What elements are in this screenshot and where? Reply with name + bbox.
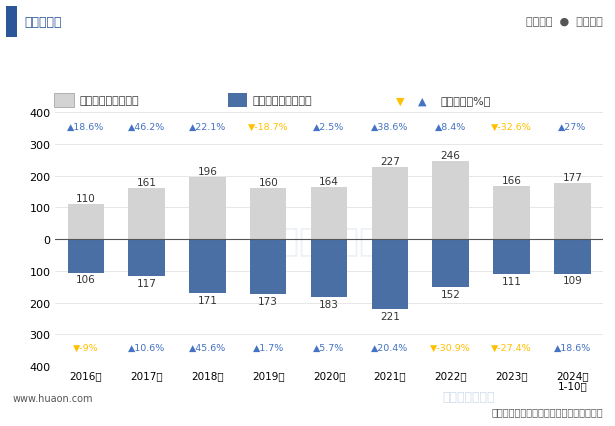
Text: 110: 110: [76, 193, 96, 204]
Text: 华经产业研究院: 华经产业研究院: [259, 223, 399, 256]
Text: ▼-32.6%: ▼-32.6%: [491, 122, 532, 131]
Text: ▲1.7%: ▲1.7%: [253, 343, 284, 352]
Text: 109: 109: [562, 276, 582, 286]
Text: 166: 166: [502, 176, 522, 186]
Bar: [371, 168, 408, 239]
Bar: [54, 94, 74, 108]
Bar: [432, 239, 469, 288]
Bar: [68, 239, 104, 273]
Text: 专业严谨  ●  客观科学: 专业严谨 ● 客观科学: [526, 17, 603, 27]
Text: 出口总额（亿美元）: 出口总额（亿美元）: [79, 96, 139, 106]
Bar: [493, 239, 530, 275]
Text: 111: 111: [502, 276, 522, 286]
Text: 152: 152: [441, 289, 461, 299]
Text: ▲45.6%: ▲45.6%: [189, 343, 226, 352]
Text: ▲8.4%: ▲8.4%: [435, 122, 466, 131]
Text: ▲2.5%: ▲2.5%: [314, 122, 344, 131]
Bar: [228, 94, 247, 108]
Text: ▲10.6%: ▲10.6%: [128, 343, 165, 352]
Text: 177: 177: [562, 172, 582, 182]
Bar: [554, 184, 590, 239]
Bar: [189, 239, 226, 294]
Text: 106: 106: [76, 275, 96, 285]
Text: 160: 160: [258, 178, 278, 188]
Text: 2016-2024年10月陕西省外商投资企业进、出口额: 2016-2024年10月陕西省外商投资企业进、出口额: [155, 58, 460, 76]
Text: ▲18.6%: ▲18.6%: [67, 122, 105, 131]
Bar: [311, 188, 347, 239]
Text: ▼-30.9%: ▼-30.9%: [430, 343, 471, 352]
Text: ▼-9%: ▼-9%: [73, 343, 98, 352]
Text: ▼-27.4%: ▼-27.4%: [491, 343, 532, 352]
Bar: [68, 205, 104, 239]
Text: 同比增速（%）: 同比增速（%）: [440, 96, 491, 106]
Text: ▲46.2%: ▲46.2%: [128, 122, 165, 131]
Text: ▲: ▲: [418, 96, 427, 106]
Bar: [129, 239, 165, 277]
Text: 171: 171: [197, 295, 217, 305]
Text: ▲5.7%: ▲5.7%: [314, 343, 344, 352]
Text: www.huaon.com: www.huaon.com: [12, 393, 93, 403]
Text: ▼-18.7%: ▼-18.7%: [248, 122, 288, 131]
Text: 117: 117: [137, 278, 156, 288]
Text: 华经产业研究院: 华经产业研究院: [443, 390, 495, 403]
Text: 183: 183: [319, 299, 339, 309]
Text: 进口总额（亿美元）: 进口总额（亿美元）: [253, 96, 312, 106]
Bar: [250, 239, 287, 294]
Text: ▼: ▼: [395, 96, 404, 106]
Bar: [6, 7, 17, 38]
Text: 246: 246: [441, 150, 461, 161]
Text: ▲38.6%: ▲38.6%: [371, 122, 408, 131]
Text: ▲20.4%: ▲20.4%: [371, 343, 408, 352]
Text: 196: 196: [197, 166, 217, 176]
Text: 华经情报网: 华经情报网: [25, 16, 62, 29]
Bar: [250, 189, 287, 239]
Bar: [371, 239, 408, 310]
Text: 164: 164: [319, 176, 339, 187]
Text: 173: 173: [258, 296, 278, 306]
Text: 221: 221: [380, 311, 400, 321]
Text: ▲18.6%: ▲18.6%: [554, 343, 591, 352]
Bar: [129, 189, 165, 239]
Bar: [189, 178, 226, 239]
Text: ▲27%: ▲27%: [558, 122, 587, 131]
Bar: [432, 162, 469, 239]
Bar: [311, 239, 347, 298]
Bar: [554, 239, 590, 274]
Text: 数据来源：中国海关；华经产业研究院整理: 数据来源：中国海关；华经产业研究院整理: [491, 406, 603, 416]
Text: 161: 161: [137, 177, 156, 187]
Text: 227: 227: [380, 156, 400, 167]
Bar: [493, 187, 530, 239]
Text: ▲22.1%: ▲22.1%: [189, 122, 226, 131]
